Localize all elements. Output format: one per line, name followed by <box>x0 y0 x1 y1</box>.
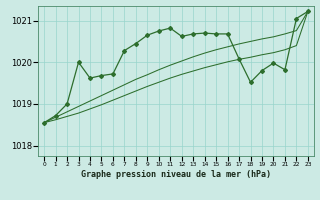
X-axis label: Graphe pression niveau de la mer (hPa): Graphe pression niveau de la mer (hPa) <box>81 170 271 179</box>
